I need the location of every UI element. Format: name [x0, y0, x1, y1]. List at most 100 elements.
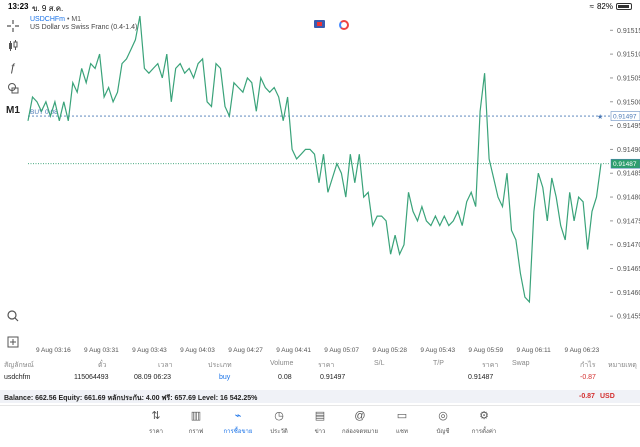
buy-price-tag-bg [610, 111, 640, 121]
table-header-cell: เวลา [158, 362, 173, 369]
history-icon: ◷ [274, 410, 284, 422]
chat-icon: ▭ [396, 410, 408, 422]
tab-account[interactable]: ◎ บัญชี [423, 409, 463, 439]
table-header-cell: สัญลักษณ์ [4, 362, 34, 369]
balance-text: Balance: 662.56 Equity: 661.69 หลักประกั… [4, 395, 258, 402]
tab-label: ราคา [149, 429, 163, 435]
timeframe-button[interactable]: M1 [6, 104, 20, 116]
buy-price-tag: 0.91497 [613, 114, 637, 121]
tab-chat[interactable]: ▭ แชท [382, 409, 422, 439]
current-price-tag: 0.91487 [613, 161, 637, 168]
table-header-cell: Volume [270, 360, 294, 367]
cell-time: 08.09 06:23 [134, 374, 171, 381]
crosshair-icon[interactable] [4, 18, 22, 34]
tab-mail[interactable]: @ กล่องจดหมาย [340, 409, 380, 439]
indicator-f-icon[interactable]: ƒ [9, 62, 17, 74]
trade-icon: ⌁ [234, 410, 242, 422]
tab-settings[interactable]: ⚙ การตั้งค่า [464, 409, 504, 439]
star-icon[interactable]: ★ [597, 113, 603, 121]
tab-label: ข่าว [314, 429, 326, 435]
tab-label: แชท [396, 429, 408, 435]
y-axis-label: 0.91460 [617, 290, 640, 297]
arrows-updown-icon: ⇅ [151, 410, 161, 422]
flag-icon[interactable] [314, 20, 325, 28]
symbol-name: USDCHFm [30, 16, 65, 23]
tab-label: การตั้งค่า [471, 429, 497, 435]
bar-chart-icon: ▥ [190, 410, 202, 422]
cell-price: 0.91497 [320, 374, 346, 381]
news-icon: ▤ [314, 410, 326, 422]
table-header-cell: ราคา [318, 362, 335, 369]
tab-label: กราฟ [188, 429, 204, 435]
tab-label: การซื้อขาย [223, 429, 253, 435]
price-chart[interactable]: 0.91515 0.91510 0.91505 0.91500 0.91495 0.914… [0, 0, 640, 356]
candles-icon[interactable] [4, 38, 22, 54]
shapes-icon[interactable] [4, 80, 22, 96]
current-price-tag-bg [610, 158, 640, 169]
y-axis-label: 0.91495 [617, 123, 640, 130]
battery-icon [616, 3, 632, 10]
x-axis-label: 9 Aug 05:07 [324, 347, 359, 354]
add-icon[interactable] [4, 334, 22, 350]
table-header-cell: ประเภท [208, 362, 232, 369]
cell-type: buy [219, 374, 231, 381]
symbol-description: US Dollar vs Swiss Franc (0.4-1.4) [30, 24, 138, 31]
table-row[interactable]: usdchfm 115064493 08.09 06:23 buy 0.08 0… [0, 374, 640, 388]
clock: 13:23 [8, 2, 29, 11]
tab-trade[interactable]: ⌁ การซื้อขาย [218, 409, 258, 439]
x-axis-label: 9 Aug 03:43 [132, 347, 167, 354]
y-axis-label: 0.91480 [617, 195, 640, 202]
tab-label: ประวัติ [270, 429, 288, 435]
x-axis-label: 9 Aug 05:28 [372, 347, 407, 354]
tab-arrows-updown[interactable]: ⇅ ราคา [136, 409, 176, 439]
tab-history[interactable]: ◷ ประวัติ [259, 409, 299, 439]
battery-percent: 82% [596, 2, 613, 11]
chart-symbol[interactable]: USDCHFm • M1 [30, 16, 81, 23]
y-axis-label: 0.91470 [617, 242, 640, 249]
tab-bar-chart[interactable]: ▥ กราฟ [176, 409, 216, 439]
table-header-cell: T/P [433, 360, 444, 367]
status-date: ข. 9 ส.ค. [32, 4, 64, 13]
y-axis-label: 0.91455 [617, 314, 640, 321]
x-axis-label: 9 Aug 05:43 [420, 347, 455, 354]
cell-volume: 0.08 [278, 374, 292, 381]
account-icon: ◎ [438, 410, 448, 422]
x-axis-label: 9 Aug 06:23 [565, 347, 600, 354]
y-axis-label: 0.91475 [617, 218, 640, 225]
x-axis-label: 9 Aug 04:03 [180, 347, 215, 354]
cell-price-current: 0.91487 [468, 374, 494, 381]
table-header-cell: S/L [374, 360, 385, 367]
x-axis-label: 9 Aug 06:11 [516, 347, 551, 354]
trade-table-header: สัญลักษณ์ ตั๋ว เวลา ประเภท Volume ราคา S/L T/P ร… [0, 358, 640, 370]
y-axis-label: 0.91500 [617, 99, 640, 106]
status-right: ≈ 82% [590, 2, 632, 11]
chart-toolbar: ƒ M1 [0, 14, 26, 350]
x-axis-label: 9 Aug 03:16 [36, 347, 71, 354]
balance-bar: Balance: 662.56 Equity: 661.69 หลักประกั… [0, 390, 640, 403]
status-bar: 13:23 ข. 9 ส.ค. ≈ 82% [0, 0, 640, 14]
y-axis-label: 0.91505 [617, 75, 640, 82]
y-axis-label: 0.91510 [617, 52, 640, 59]
table-header-cell: Swap [512, 360, 530, 367]
buy-order-label: BUY 0.08 [30, 109, 58, 116]
y-axis-label: 0.91490 [617, 147, 640, 154]
settings-icon: ⚙ [479, 410, 489, 422]
tab-label: กล่องจดหมาย [341, 429, 379, 435]
mail-icon: @ [354, 410, 366, 422]
total-profit: -0.87 [579, 393, 595, 400]
table-header-cell: ราคา [482, 362, 499, 369]
wifi-icon: ≈ [589, 2, 594, 11]
tab-news[interactable]: ▤ ข่าว [300, 409, 340, 439]
y-axis-label: 0.91465 [617, 266, 640, 273]
zoom-icon[interactable] [4, 308, 22, 324]
x-axis-label: 9 Aug 05:59 [468, 347, 503, 354]
currency: USD [600, 393, 615, 400]
table-header-cell: หมายเหตุ [608, 362, 637, 369]
cell-ticket: 115064493 [74, 374, 109, 381]
price-line [27, 15, 602, 304]
signal-icon[interactable] [339, 20, 349, 30]
tab-label: บัญชี [436, 429, 450, 435]
table-header-cell: ตั๋ว [98, 362, 107, 369]
table-header-cell: กำไร [580, 362, 596, 369]
x-axis-label: 9 Aug 04:27 [228, 347, 263, 354]
